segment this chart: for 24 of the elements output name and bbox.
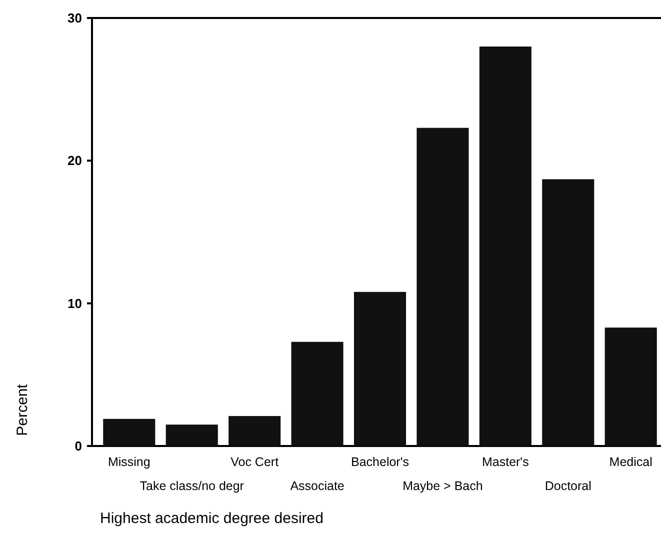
- bar: [479, 46, 532, 446]
- x-tick-label: Medical: [609, 455, 652, 469]
- bar: [604, 328, 657, 446]
- bar: [103, 418, 156, 446]
- x-tick-label: Voc Cert: [230, 455, 280, 469]
- x-axis-title: Highest academic degree desired: [100, 510, 324, 527]
- x-tick-label: Take class/no degr: [140, 479, 244, 493]
- bar: [354, 292, 406, 446]
- y-tick-label: 10: [68, 296, 82, 311]
- bar: [542, 179, 594, 446]
- x-tick-label: Doctoral: [544, 479, 592, 493]
- bar: [416, 128, 469, 446]
- bar: [228, 416, 281, 446]
- x-tick-label: Master's: [482, 455, 529, 469]
- bar: [291, 342, 344, 446]
- y-tick-label: 0: [74, 438, 82, 454]
- bar: [166, 424, 218, 446]
- x-tick-label: Maybe > Bach: [402, 479, 483, 493]
- y-tick-label: 20: [68, 153, 82, 168]
- x-tick-label: Missing: [108, 455, 150, 469]
- y-axis-title: Percent: [14, 383, 31, 436]
- x-tick-label: Bachelor's: [351, 455, 409, 469]
- y-tick-label: 30: [68, 10, 82, 26]
- x-tick-label: Associate: [290, 479, 344, 493]
